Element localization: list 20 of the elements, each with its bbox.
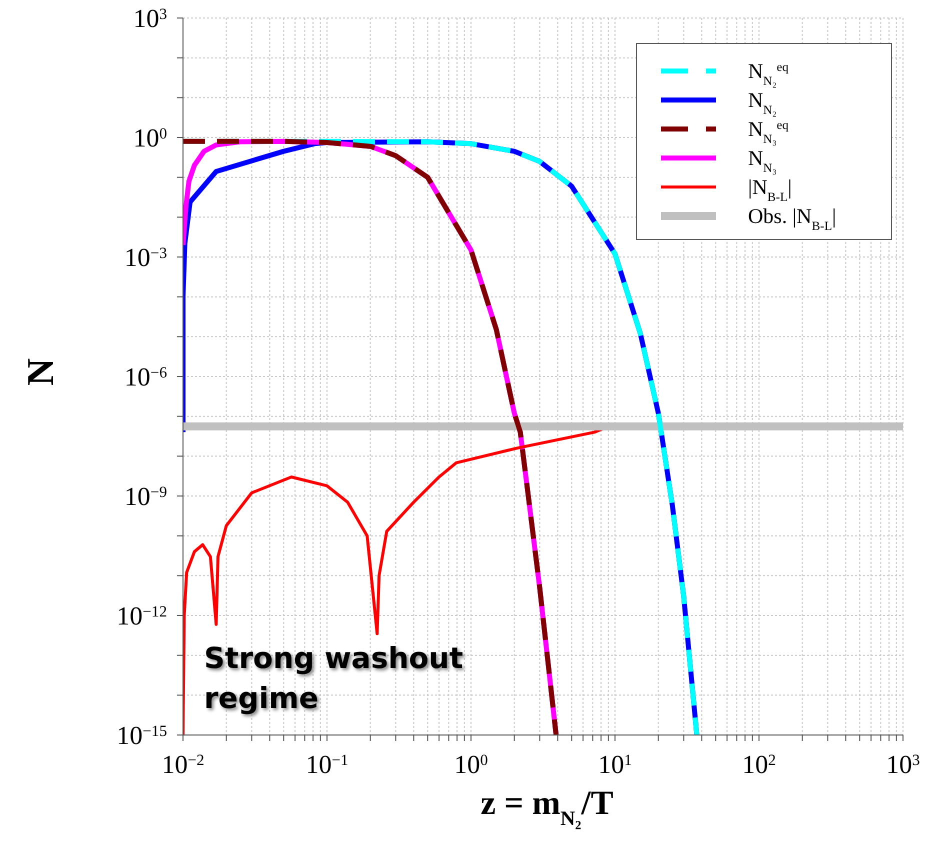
y-tick-label: 10$^{3}$ [133, 4, 168, 33]
legend-label: N$_{N₃}$ [748, 146, 777, 175]
x-tick-label: 10$^{−1}$ [306, 750, 348, 779]
legend-label: N$_{N₂}$ [748, 88, 777, 117]
y-tick-label: 10$^{−12}$ [116, 602, 167, 630]
legend-label: |N$_{B-L}$| [748, 175, 792, 204]
x-tick-label: 10$^{−2}$ [162, 750, 204, 779]
x-tick-label: 10$^{1}$ [598, 750, 632, 779]
x-tick-label: 10$^{3}$ [886, 750, 920, 779]
x-axis-title: z = m$_{N₂}$/T [480, 785, 614, 830]
y-axis-title: N [20, 358, 62, 386]
y-tick-label: 10$^{0}$ [133, 124, 168, 152]
y-tick-label: 10$^{−3}$ [124, 243, 168, 272]
annotation: Strong washout regime [204, 640, 464, 717]
x-tick-label: 10$^{0}$ [454, 750, 488, 779]
legend-label: Obs. |N$_{B-L}$| [748, 204, 836, 233]
y-tick-label: 10$^{−9}$ [124, 482, 168, 511]
y-tick-label: 10$^{−6}$ [124, 362, 168, 392]
y-tick-label: 10$^{−15}$ [116, 721, 168, 750]
x-tick-label: 10$^{2}$ [742, 750, 776, 779]
